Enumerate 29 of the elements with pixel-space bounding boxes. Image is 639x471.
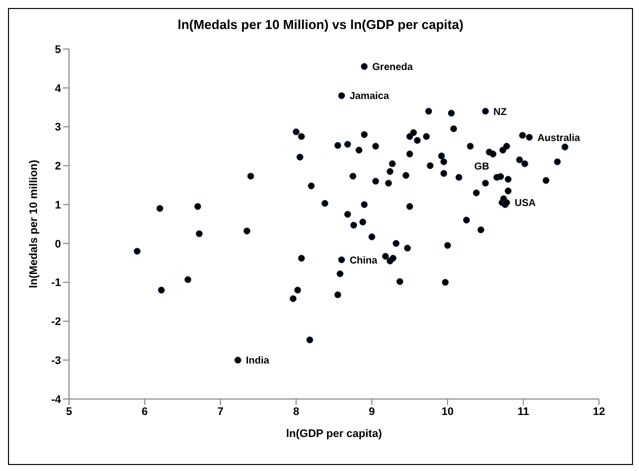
x-tick-label: 10 — [441, 406, 454, 418]
y-axis-title: ln(Medals per 10 million) — [28, 159, 40, 288]
x-tick-label: 11 — [517, 406, 530, 418]
annotation: China — [350, 255, 378, 266]
annotation: Australia — [537, 132, 581, 144]
x-tick-label: 5 — [66, 406, 72, 418]
annotation: NZ — [493, 106, 507, 118]
x-tick-label: 8 — [293, 406, 300, 418]
chart-title: ln(Medals per 10 Million) vs ln(GDP per capita) — [176, 17, 464, 32]
x-tick-label: 12 — [592, 406, 606, 418]
annotation: USA — [514, 198, 536, 210]
y-tick-label: -2 — [51, 316, 61, 328]
x-tick-label: 9 — [368, 406, 375, 418]
y-tick-label: 2 — [54, 160, 61, 173]
y-tick-label: 4 — [54, 82, 62, 95]
x-axis-title: ln(GDP per capita) — [286, 428, 382, 440]
y-tick-label: 1 — [54, 199, 61, 212]
x-tick-label: 7 — [217, 406, 224, 418]
y-tick-label: -1 — [51, 277, 61, 290]
y-tick-label: 0 — [54, 238, 61, 250]
y-tick-label: 5 — [54, 44, 61, 56]
annotation: India — [246, 356, 270, 367]
annotation: GB — [474, 162, 490, 173]
annotation: Jamaica — [350, 91, 390, 102]
y-tick-label: -4 — [51, 394, 62, 406]
y-tick-label: -3 — [51, 355, 61, 368]
x-tick-label: 6 — [142, 406, 148, 418]
y-tick-label: 3 — [54, 122, 61, 134]
annotation: Greneda — [372, 62, 414, 74]
